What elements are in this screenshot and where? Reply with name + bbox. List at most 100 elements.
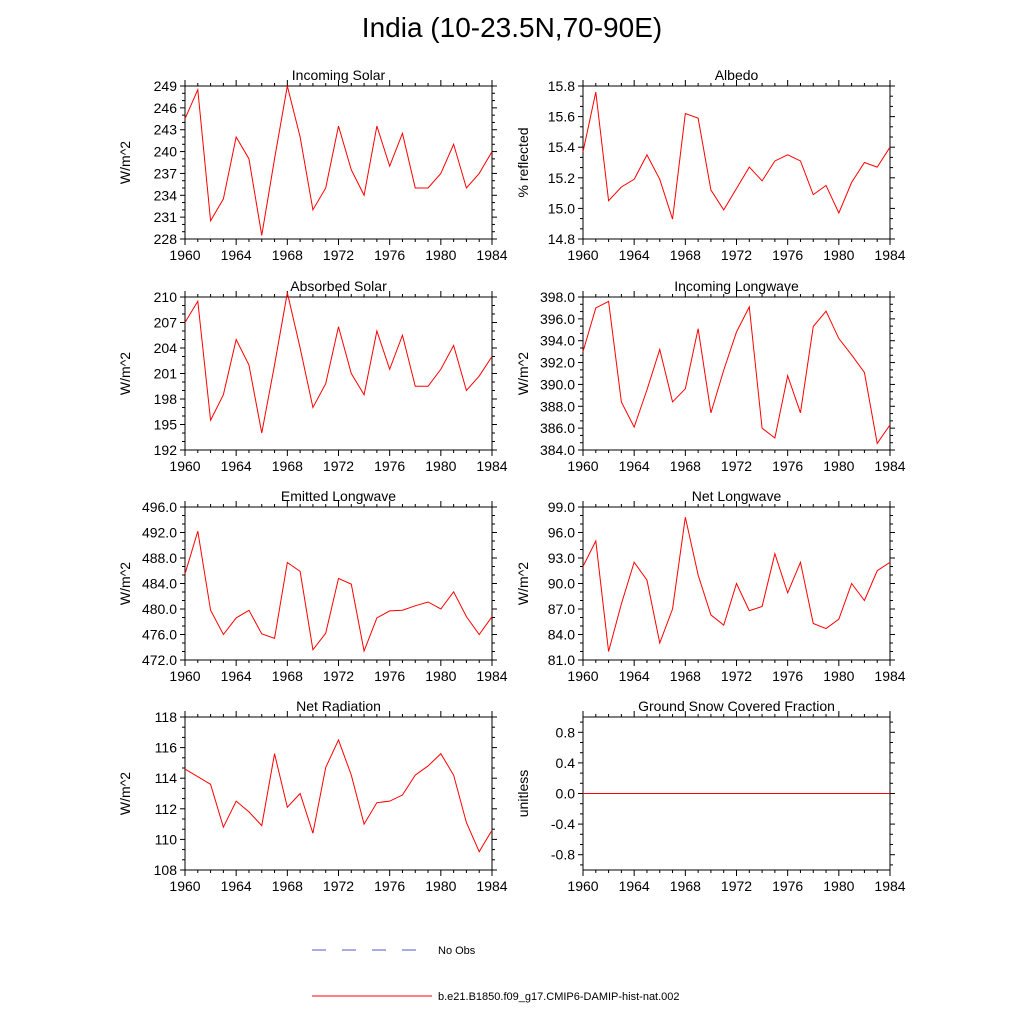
y-tick-label: 476.0	[142, 627, 177, 643]
x-tick-label: 1960	[169, 458, 200, 474]
series-line	[582, 92, 891, 220]
y-tick-label: 237	[154, 165, 178, 181]
x-tick-label: 1980	[425, 668, 456, 684]
y-tick-label: 484.0	[142, 576, 177, 592]
panel-ground-snow-covered-fraction: Ground Snow Covered Fraction unitless -0.8…	[515, 698, 906, 894]
x-tick-label: 1964	[619, 247, 650, 263]
y-tick-label: 234	[154, 187, 178, 203]
y-tick-label: 81.0	[548, 652, 575, 668]
series-line	[582, 300, 891, 445]
y-tick-label: -0.8	[551, 847, 575, 863]
x-tick-label: 1960	[567, 247, 598, 263]
figure-title: India (10-23.5N,70-90E)	[361, 12, 663, 43]
panel-net-radiation: Net Radiation W/m^2 108 110 112 114 116 118 1960…	[117, 698, 508, 894]
x-tick-label: 1984	[476, 878, 507, 894]
y-tick-label: 14.8	[548, 231, 575, 247]
y-tick-label: 231	[154, 209, 178, 225]
x-tick-label: 1968	[272, 458, 303, 474]
y-tick-label: 118	[155, 709, 178, 725]
x-tick-label: 1964	[619, 458, 650, 474]
y-axis-label: W/m^2	[117, 772, 133, 815]
legend-label-1: b.e21.B1850.f09_g17.CMIP6-DAMIP-hist-nat…	[438, 991, 680, 1003]
y-tick-label: 392.0	[540, 355, 575, 371]
panel-title: Ground Snow Covered Fraction	[638, 698, 835, 714]
x-tick-label: 1968	[670, 668, 701, 684]
x-tick-label: 1984	[476, 247, 507, 263]
y-tick-label: 15.2	[548, 170, 575, 186]
x-tick-label: 1964	[221, 458, 252, 474]
y-tick-label: 198	[154, 391, 178, 407]
x-tick-label: 1968	[670, 247, 701, 263]
y-tick-label: 249	[154, 78, 178, 94]
y-tick-label: 240	[154, 144, 178, 160]
x-tick-label: 1980	[823, 247, 854, 263]
y-tick-label: 84.0	[548, 627, 575, 643]
x-tick-label: 1960	[567, 458, 598, 474]
x-tick-label: 1960	[567, 878, 598, 894]
x-tick-label: 1976	[772, 458, 803, 474]
panel-incoming-longwave: Incoming Longwave W/m^2 384.0 386.0 388.0 390…	[515, 278, 906, 474]
y-tick-label: 0.8	[556, 724, 576, 740]
x-tick-label: 1984	[476, 668, 507, 684]
y-tick-label: 492.0	[142, 525, 177, 541]
panel-title: Absorbed Solar	[290, 278, 387, 294]
y-tick-label: 192	[154, 442, 178, 458]
series-line	[184, 292, 493, 434]
x-tick-label: 1968	[272, 247, 303, 263]
y-tick-label: 390.0	[540, 376, 575, 392]
x-tick-label: 1964	[619, 878, 650, 894]
x-tick-label: 1972	[323, 668, 354, 684]
y-tick-label: 228	[154, 231, 178, 247]
y-tick-label: 488.0	[142, 550, 177, 566]
x-tick-label: 1980	[425, 878, 456, 894]
y-tick-label: 195	[154, 417, 178, 433]
x-tick-label: 1984	[874, 878, 905, 894]
x-tick-label: 1980	[425, 458, 456, 474]
panel-title: Albedo	[715, 67, 759, 83]
x-tick-label: 1976	[374, 247, 405, 263]
y-tick-label: 114	[155, 770, 178, 786]
y-tick-label: 480.0	[142, 601, 177, 617]
y-tick-label: 99.0	[548, 499, 575, 515]
x-tick-label: 1976	[772, 668, 803, 684]
y-tick-label: 388.0	[540, 398, 575, 414]
y-tick-label: 0.4	[556, 755, 576, 771]
x-tick-label: 1960	[169, 878, 200, 894]
y-tick-label: 93.0	[548, 550, 575, 566]
y-tick-label: 246	[154, 100, 178, 116]
y-axis-label: W/m^2	[117, 141, 133, 184]
x-tick-label: 1980	[823, 458, 854, 474]
x-tick-label: 1980	[823, 878, 854, 894]
panel-title: Incoming Solar	[292, 67, 386, 83]
y-tick-label: 201	[154, 366, 178, 382]
y-tick-label: 396.0	[540, 311, 575, 327]
x-tick-label: 1984	[476, 458, 507, 474]
x-tick-label: 1980	[425, 247, 456, 263]
panel-title: Emitted Longwave	[281, 488, 396, 504]
series-line	[184, 738, 493, 853]
panel-net-longwave: Net Longwave W/m^2 81.0 84.0 87.0 90.0 93.0 96.…	[515, 488, 906, 684]
x-tick-label: 1964	[619, 668, 650, 684]
y-tick-label: 496.0	[142, 499, 177, 515]
y-tick-label: 207	[154, 315, 178, 331]
y-axis-label: W/m^2	[117, 352, 133, 395]
x-tick-label: 1976	[374, 458, 405, 474]
x-tick-label: 1968	[670, 458, 701, 474]
y-tick-label: 87.0	[548, 601, 575, 617]
y-tick-label: 116	[155, 740, 178, 756]
plot-frame	[184, 296, 493, 451]
x-tick-label: 1972	[323, 247, 354, 263]
series-line	[582, 517, 891, 652]
y-axis-label: W/m^2	[515, 352, 531, 395]
y-tick-label: 384.0	[540, 442, 575, 458]
x-tick-label: 1976	[374, 668, 405, 684]
panel-title: Net Longwave	[692, 488, 782, 504]
panel-emitted-longwave: Emitted Longwave W/m^2 472.0 476.0 480.0 484.…	[117, 488, 508, 684]
panel-title: Net Radiation	[296, 698, 381, 714]
y-axis-label: W/m^2	[117, 562, 133, 605]
x-tick-label: 1964	[221, 247, 252, 263]
y-tick-label: 210	[154, 289, 178, 305]
y-tick-label: -0.4	[551, 816, 575, 832]
y-tick-label: 394.0	[540, 333, 575, 349]
